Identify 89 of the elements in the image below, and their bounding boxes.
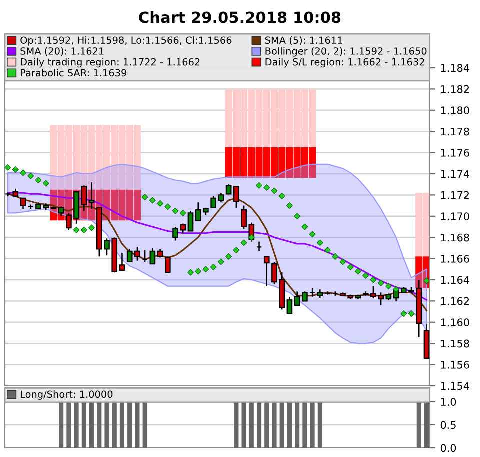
point xyxy=(370,276,377,284)
point xyxy=(210,264,217,270)
candlestick xyxy=(150,248,156,265)
y-tick-label: 1.178 xyxy=(441,128,470,136)
point xyxy=(400,310,408,318)
point xyxy=(294,213,301,220)
point xyxy=(88,224,96,232)
y-tick-label: 1.156 xyxy=(441,361,470,369)
point xyxy=(256,182,262,189)
candlestick xyxy=(218,192,224,204)
y-tick-label: 0.5 xyxy=(440,421,456,430)
y-tick-label: 1.174 xyxy=(441,170,470,178)
candlestick xyxy=(119,252,126,272)
point xyxy=(188,269,194,276)
point xyxy=(286,202,293,210)
legend-label: Parabolic SAR: 1.1639 xyxy=(21,69,127,77)
point xyxy=(28,172,34,180)
point xyxy=(271,188,278,194)
legend-label: SMA (5): 1.1611 xyxy=(265,36,342,46)
point xyxy=(20,170,26,176)
y-tick-label: 1.158 xyxy=(441,340,470,348)
legend-label: Daily S/L region: 1.1662 - 1.1632 xyxy=(266,58,424,68)
candlestick xyxy=(164,256,171,274)
candlestick xyxy=(210,196,216,209)
legend-label: SMA (20): 1.1621 xyxy=(20,47,104,56)
candlestick xyxy=(294,291,300,306)
y-tick-label: 1.168 xyxy=(441,234,470,242)
point xyxy=(309,231,316,238)
point xyxy=(4,164,12,171)
legend-label: Daily trading region: 1.1722 - 1.1662 xyxy=(21,58,200,68)
candlestick xyxy=(256,241,262,252)
legend-label: Op:1.1592, Hi:1.1598, Lo:1.1566, Cl:1.1566 xyxy=(20,36,232,46)
y-tick-label: 1.164 xyxy=(441,276,470,284)
point xyxy=(332,253,339,260)
point xyxy=(164,204,172,210)
point xyxy=(362,272,370,279)
point xyxy=(35,177,42,184)
y-tick-label: 1.166 xyxy=(441,255,470,263)
legend-label: Long/Short: 1.0000 xyxy=(21,390,113,400)
point xyxy=(226,253,232,260)
candlestick xyxy=(226,184,232,195)
candlestick xyxy=(188,210,194,232)
y-tick-label: 1.180 xyxy=(441,106,470,115)
point xyxy=(142,194,148,201)
point xyxy=(42,180,50,187)
point xyxy=(202,266,210,273)
candlestick xyxy=(302,291,308,302)
y-tick-label: 1.176 xyxy=(441,149,470,157)
point xyxy=(180,210,186,216)
point xyxy=(408,310,415,318)
legend-label: Bollinger (20, 2): 1.1592 - 1.1650 xyxy=(266,47,427,57)
point xyxy=(302,224,308,230)
y-tick-label: 1.182 xyxy=(441,85,469,94)
point xyxy=(347,264,354,270)
point xyxy=(340,258,346,266)
point xyxy=(12,166,19,173)
point xyxy=(393,286,400,293)
point xyxy=(424,278,430,284)
chart-title: Chart 29.05.2018 10:08 xyxy=(139,11,341,24)
y-tick-label: 0.0 xyxy=(440,444,456,452)
candlestick xyxy=(264,256,270,287)
y-tick-label: 1.162 xyxy=(441,297,469,306)
point xyxy=(233,247,240,254)
point xyxy=(80,226,88,234)
y-tick-label: 1.0 xyxy=(441,398,456,406)
candlestick xyxy=(234,186,240,209)
y-tick-label: 1.154 xyxy=(441,382,470,390)
point xyxy=(355,268,362,275)
y-tick-label: 1.170 xyxy=(441,212,470,220)
point xyxy=(278,193,286,200)
point xyxy=(378,280,384,286)
point xyxy=(324,247,332,254)
y-tick-label: 1.172 xyxy=(441,191,469,200)
y-tick-label: 1.160 xyxy=(441,318,470,326)
point xyxy=(218,258,224,266)
candlestick xyxy=(20,198,26,210)
point xyxy=(316,240,324,246)
candlestick xyxy=(142,250,148,263)
point xyxy=(172,208,179,214)
point xyxy=(195,268,202,275)
point xyxy=(149,197,156,204)
candlestick xyxy=(286,296,293,315)
point xyxy=(157,200,164,207)
y-tick-label: 1.184 xyxy=(441,64,470,72)
point xyxy=(240,240,248,246)
point xyxy=(264,184,270,192)
point xyxy=(248,234,255,241)
point xyxy=(385,283,392,290)
point xyxy=(73,226,80,234)
